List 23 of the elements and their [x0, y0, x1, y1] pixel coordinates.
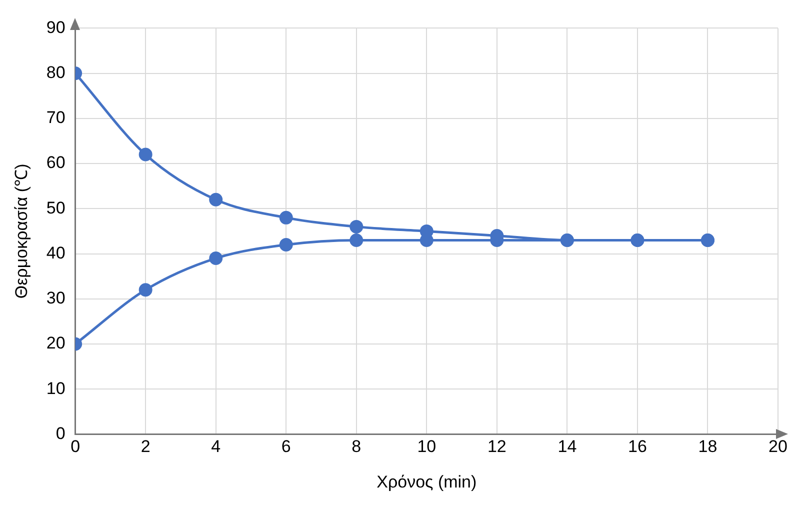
- y-tick-label: 30: [46, 288, 66, 308]
- y-axis-title: Θερμοκρασία (℃): [12, 164, 31, 299]
- y-tick-label: 60: [46, 153, 66, 172]
- y-tick-label: 80: [46, 63, 66, 82]
- x-tick-label: 16: [628, 437, 647, 456]
- x-tick-label: 18: [698, 437, 718, 456]
- x-tick-label: 10: [417, 437, 436, 456]
- x-tick-label: 20: [768, 437, 788, 456]
- x-axis-title: Χρόνος (min): [376, 472, 477, 492]
- y-tick-label: 70: [46, 108, 66, 128]
- x-tick-label: 8: [352, 437, 362, 456]
- x-tick-label: 12: [487, 437, 506, 456]
- y-tick-label: 10: [46, 378, 66, 398]
- y-tick-label: 20: [46, 334, 66, 353]
- y-tick-label: 90: [46, 18, 66, 37]
- y-tick-label: 40: [46, 243, 66, 262]
- x-tick-label: 2: [140, 437, 150, 456]
- y-tick-label: 50: [46, 198, 66, 218]
- x-tick-label: 0: [70, 437, 80, 456]
- x-tick-label: 14: [558, 437, 577, 456]
- x-tick-label: 6: [281, 437, 291, 456]
- x-tick-label: 4: [211, 437, 221, 456]
- y-tick-label: 0: [56, 424, 66, 443]
